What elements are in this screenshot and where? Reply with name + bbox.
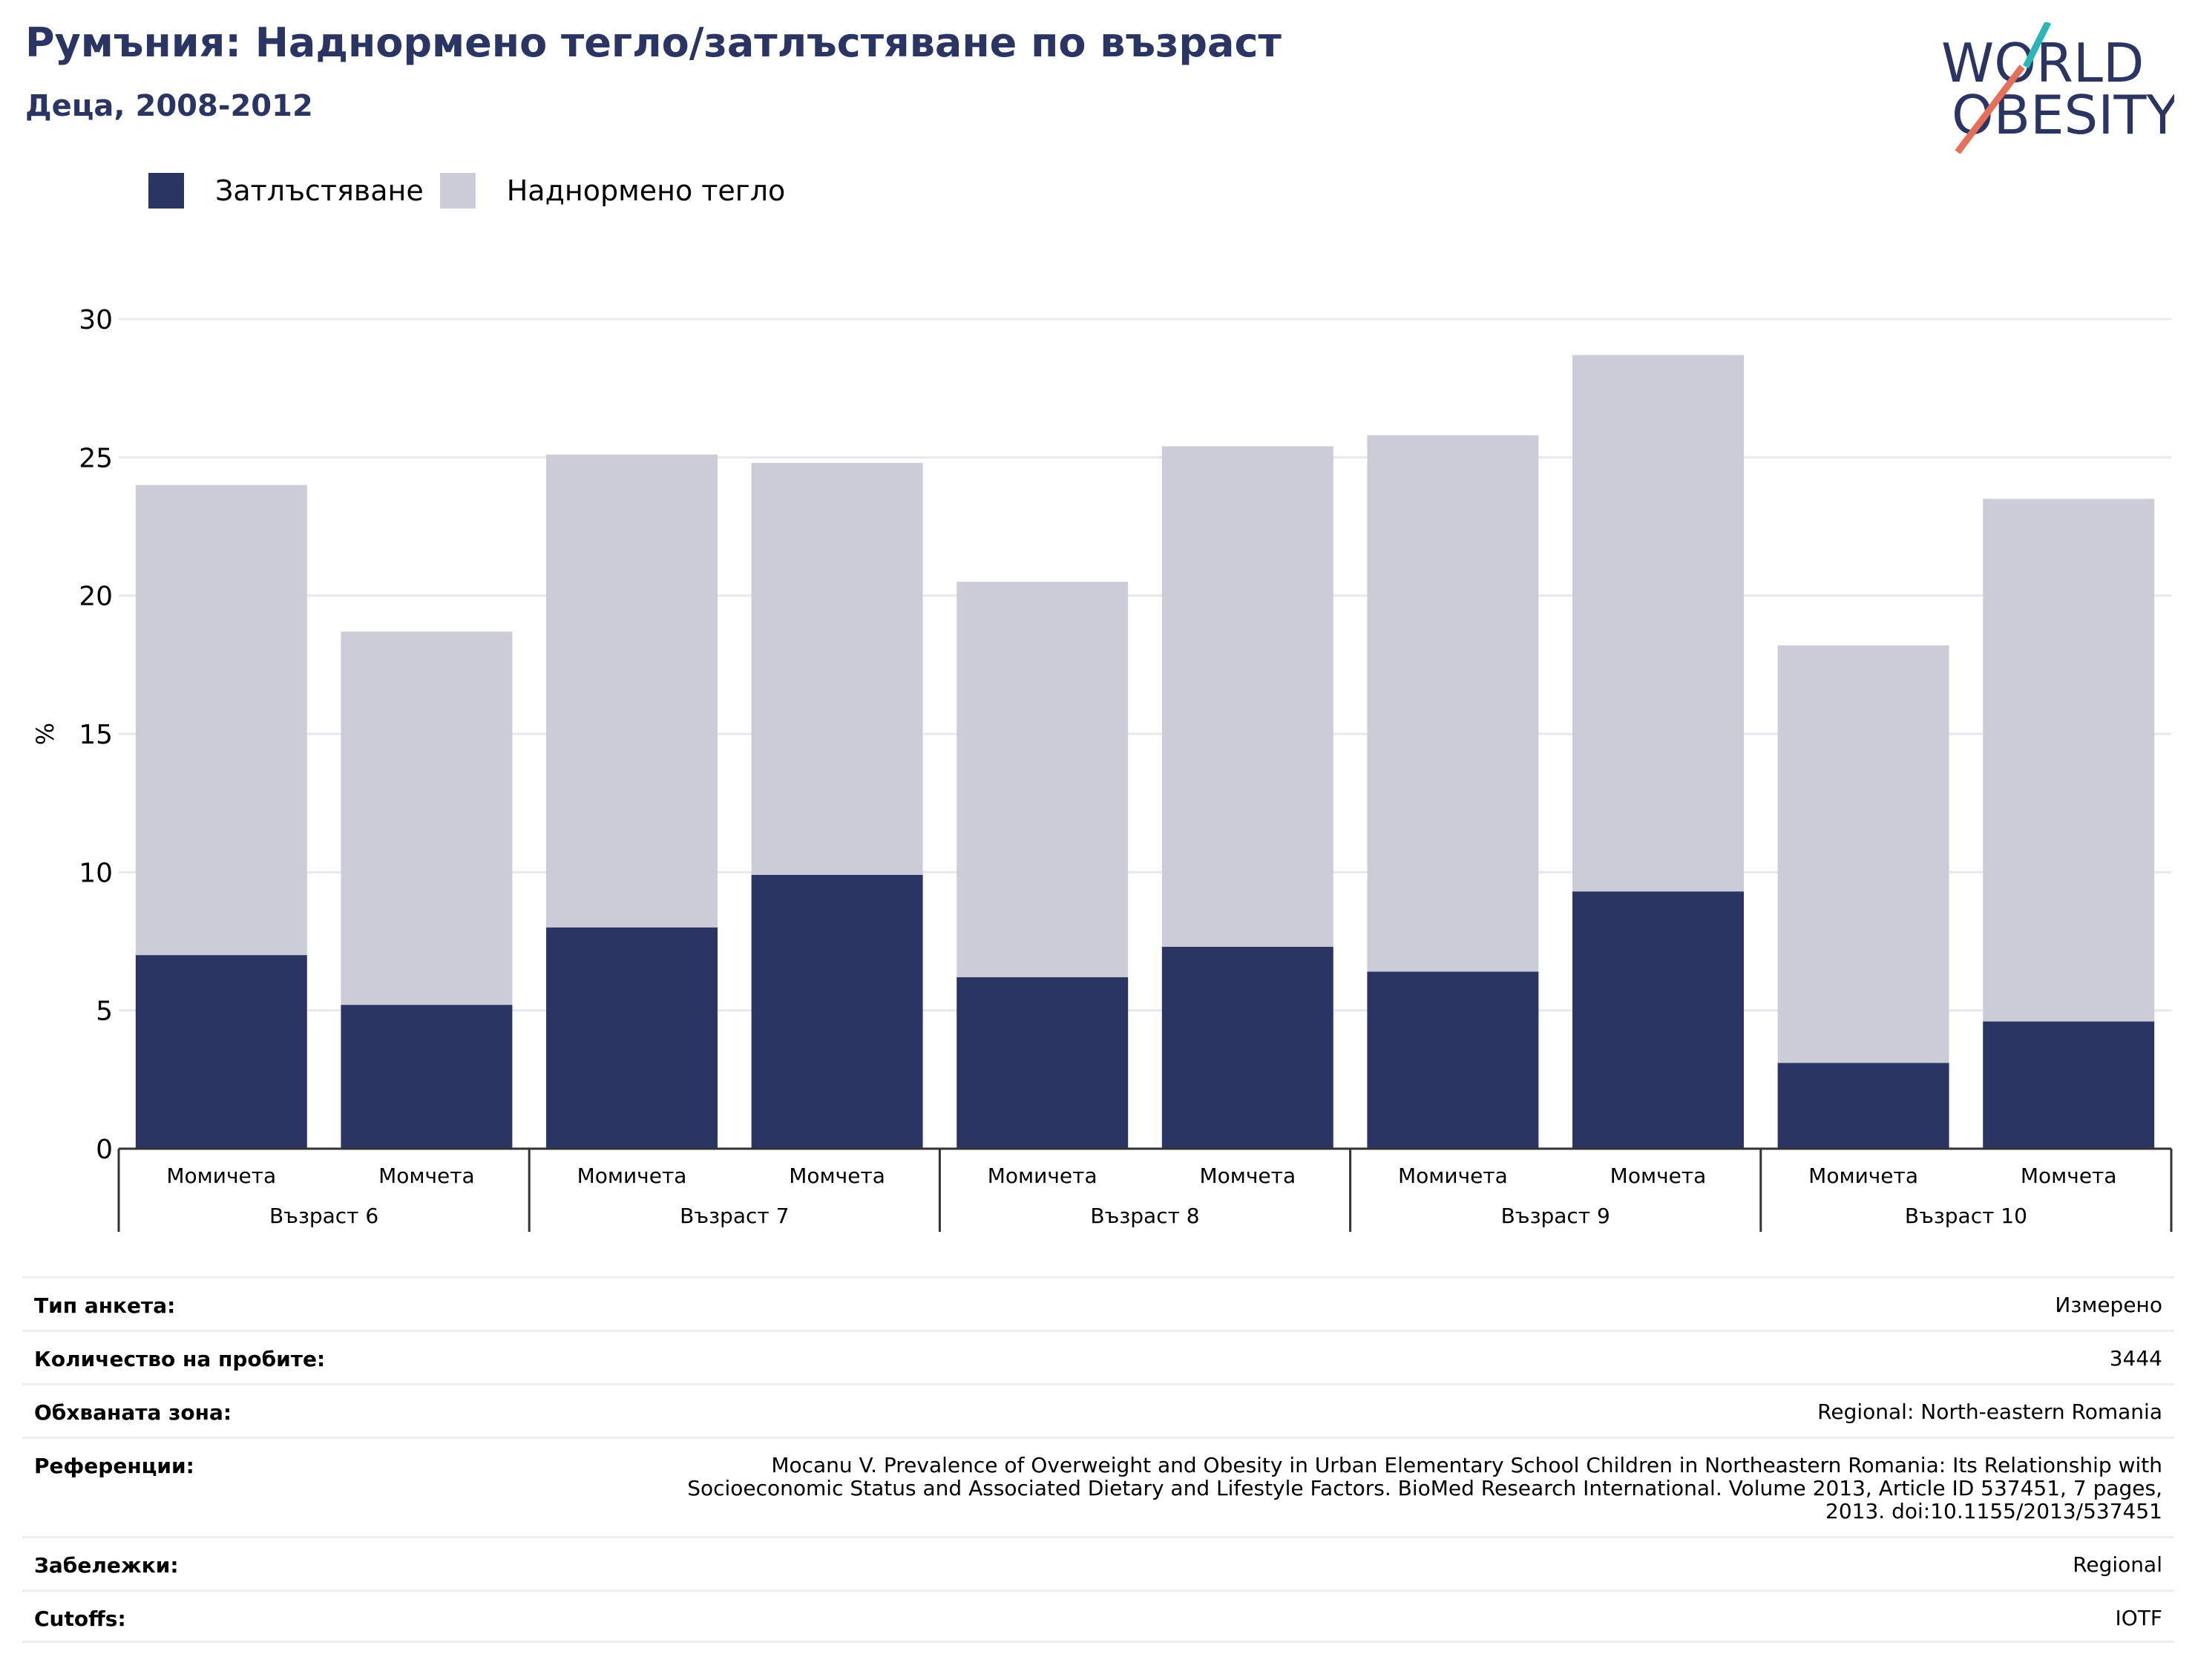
group-label: Възраст 6 (269, 1204, 378, 1228)
bar-overweight (1161, 446, 1333, 947)
y-tick-label: 30 (79, 305, 113, 335)
x-tick-label: Момичета (166, 1164, 276, 1188)
x-tick-label: Момичета (1808, 1164, 1918, 1188)
bar-obesity (1161, 946, 1333, 1149)
bar-overweight (341, 631, 513, 1005)
x-tick-label: Момчета (789, 1164, 885, 1188)
legend-item-overweight[interactable]: Наднормено тегло (439, 173, 786, 209)
x-tick-label: Момичета (577, 1164, 687, 1188)
bar-overweight (546, 454, 718, 928)
info-row-cutoffs: Cutoffs: IOTF (22, 1589, 2174, 1643)
legend-label-overweight: Наднормено тегло (506, 174, 786, 207)
chart-subtitle: Деца, 2008-2012 (25, 89, 313, 123)
bar-obesity (1983, 1021, 2155, 1149)
legend-label-obesity: Затлъстяване (215, 174, 424, 207)
bar-obesity (957, 977, 1129, 1149)
x-tick-label: Момчета (1199, 1164, 1296, 1188)
x-tick-label: Момчета (378, 1164, 475, 1188)
bar-obesity (1777, 1063, 1949, 1149)
bar-obesity (546, 927, 718, 1149)
stacked-bar-chart: 0 5 10 15 20 25 30% Момичета Момчета Момичета Момч… (31, 305, 2173, 1232)
bar-obesity (341, 1005, 513, 1149)
info-row-area-covered: Обхваната зона: Regional: North-eastern … (22, 1383, 2174, 1437)
group-label: Възраст 10 (1905, 1204, 2027, 1228)
x-tick-label: Момичета (1398, 1164, 1508, 1188)
logo-slash-teal (2022, 22, 2052, 69)
legend-item-obesity[interactable]: Затлъстяване (148, 173, 424, 209)
info-value: IOTF (2115, 1606, 2162, 1630)
bar-obesity (1572, 891, 1744, 1149)
legend: Затлъстяване Наднормено тегло (148, 172, 801, 209)
info-value: Regional (2073, 1552, 2162, 1577)
group-label: Възраст 7 (680, 1204, 789, 1228)
legend-swatch-obesity (148, 173, 184, 209)
info-value: 3444 (2109, 1346, 2162, 1371)
info-label: Забележки: (34, 1553, 179, 1578)
x-tick-label: Момчета (2021, 1164, 2117, 1188)
y-tick-label: 25 (79, 443, 113, 473)
y-tick-label: 0 (96, 1135, 113, 1165)
info-label: Cutoffs: (34, 1607, 126, 1631)
info-row-survey-type: Тип анкета: Измерено (22, 1276, 2174, 1330)
bar-overweight (135, 485, 307, 956)
world-obesity-logo: WORLD OBESITY (1941, 22, 2174, 154)
info-label: Обхваната зона: (34, 1400, 232, 1425)
legend-swatch-overweight (439, 173, 476, 209)
bar-overweight (1983, 499, 2155, 1022)
info-label: Количество на пробите: (34, 1347, 326, 1371)
logo-slash-coral (1955, 65, 2025, 154)
chart-title: Румъния: Наднормено тегло/затлъстяване п… (25, 19, 1282, 66)
bar-obesity (135, 955, 307, 1149)
y-axis-label: % (31, 723, 59, 745)
y-tick-label: 5 (96, 997, 113, 1027)
info-value: Измерено (2055, 1293, 2162, 1317)
bar-obesity (751, 875, 923, 1149)
bar-overweight (1572, 355, 1744, 892)
bar-overweight (751, 462, 923, 876)
x-tick-label: Момчета (1610, 1164, 1707, 1188)
info-label: Референции: (34, 1454, 194, 1478)
y-tick-label: 20 (79, 582, 113, 612)
survey-info-table: Тип анкета: Измерено Количество на проби… (22, 1276, 2174, 1643)
logo-text-world: WORLD (1941, 32, 2144, 94)
group-label: Възраст 9 (1501, 1204, 1610, 1228)
y-tick-label: 10 (79, 858, 113, 888)
info-value: Mocanu V. Prevalence of Overweight and O… (687, 1453, 2162, 1523)
bar-overweight (957, 582, 1129, 977)
bar-obesity (1367, 971, 1539, 1149)
info-row-references: Референции: Mocanu V. Prevalence of Over… (22, 1437, 2174, 1536)
bar-overweight (1367, 435, 1539, 972)
info-label: Тип анкета: (34, 1293, 176, 1318)
group-label: Възраст 8 (1090, 1204, 1199, 1228)
y-tick-label: 15 (79, 720, 113, 750)
info-value: Regional: North-eastern Romania (1817, 1400, 2162, 1424)
bar-overweight (1777, 645, 1949, 1063)
info-row-notes: Забележки: Regional (22, 1536, 2174, 1589)
info-row-sample-size: Количество на пробите: 3444 (22, 1330, 2174, 1383)
x-tick-label: Момичета (988, 1164, 1098, 1188)
